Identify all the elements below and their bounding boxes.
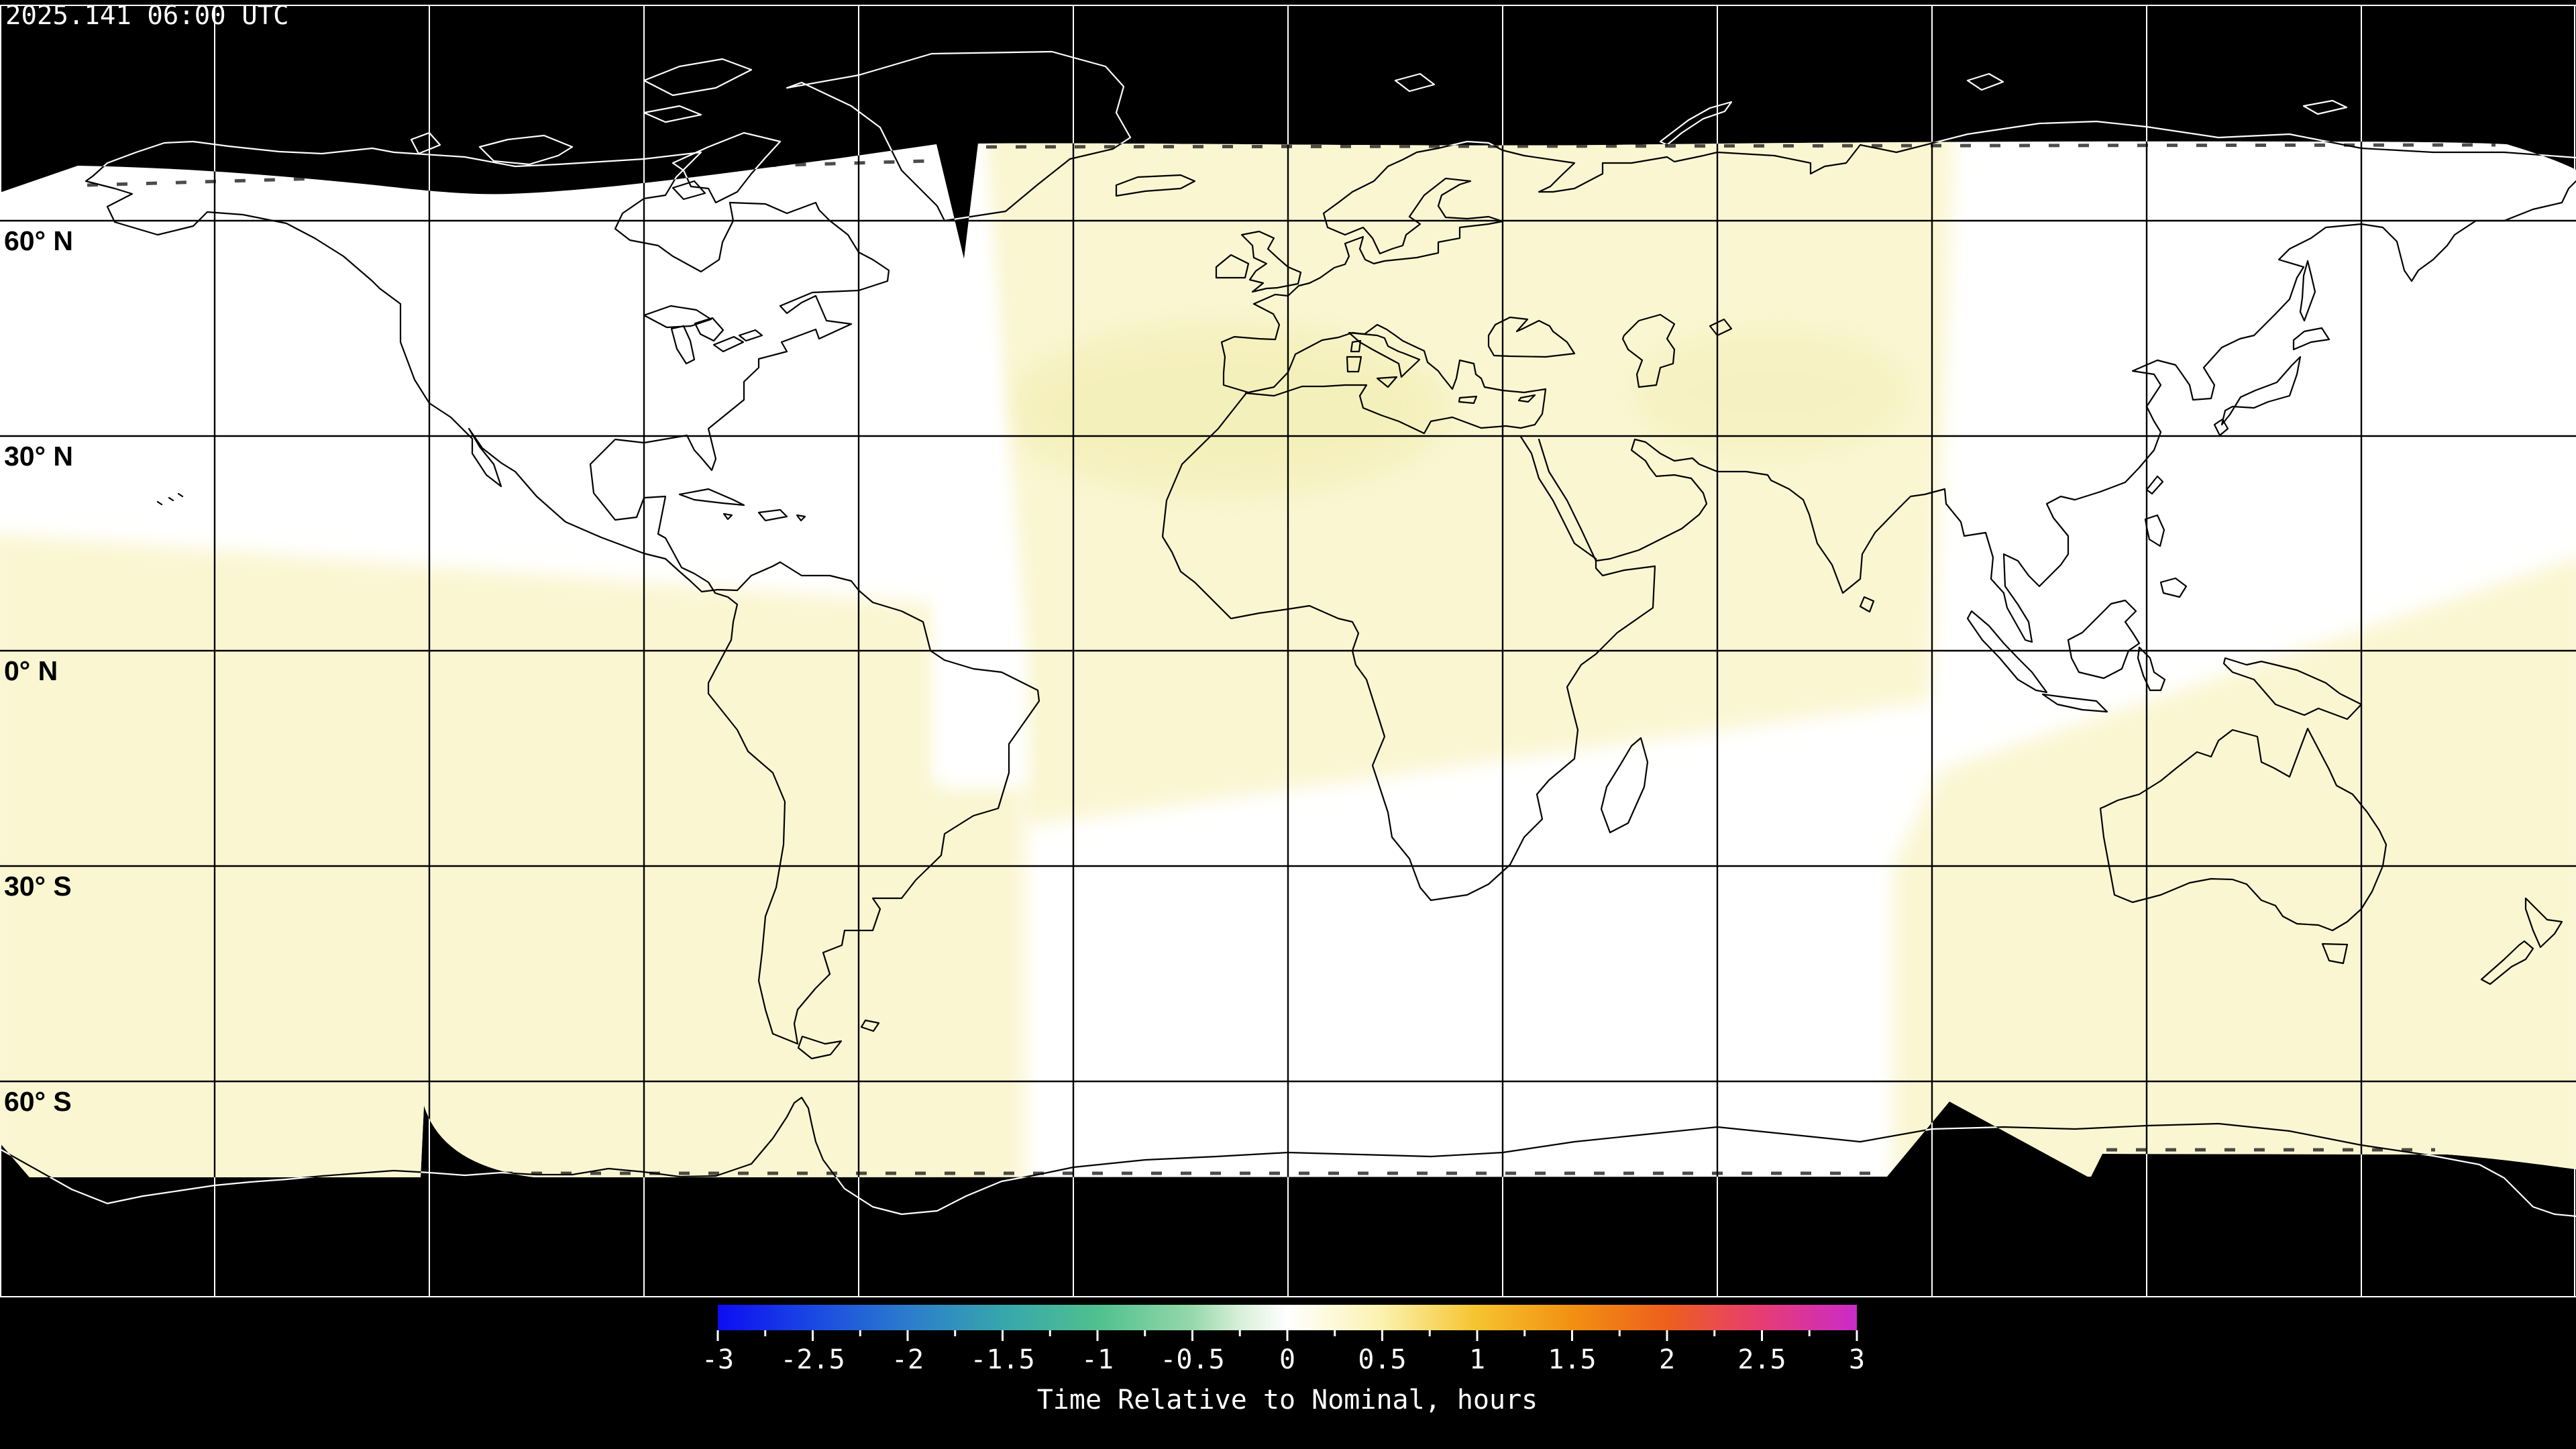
lat-label-0n: 0° N xyxy=(4,655,58,686)
colorbar-tick-label: 1.5 xyxy=(1548,1344,1596,1375)
timestamp-label: 2025.141 06:00 UTC xyxy=(5,1,289,31)
lat-label-60n: 60° N xyxy=(4,225,73,256)
colorbar-tick-label: -2 xyxy=(892,1344,924,1375)
late-band-north-center xyxy=(981,141,1953,826)
late-time-regions xyxy=(0,141,2576,1178)
lat-label-30n: 30° N xyxy=(4,441,73,472)
colorbar-tick-label: 0.5 xyxy=(1358,1344,1406,1375)
later-patch-central-asia xyxy=(1630,329,1912,456)
colorbar-caption: Time Relative to Nominal, hours xyxy=(1037,1385,1538,1415)
colorbar-tick-label: -1 xyxy=(1081,1344,1114,1375)
colorbar-tick-label: 0 xyxy=(1279,1344,1295,1375)
colorbar-tick-label: -3 xyxy=(702,1344,734,1375)
late-band-south-west xyxy=(0,533,1025,1178)
colorbar: -3 -2.5 -2 -1.5 -1 -0.5 0 0.5 1 1.5 2 2.5 3 Time Rel… xyxy=(702,1305,1865,1415)
colorbar-tick-labels: -3 -2.5 -2 -1.5 -1 -0.5 0 0.5 1 1.5 2 2.5 3 xyxy=(702,1344,1865,1375)
later-patch-mediterranean xyxy=(1006,325,1449,493)
lat-label-30s: 30° S xyxy=(4,871,72,902)
lat-label-60s: 60° S xyxy=(4,1086,72,1117)
colorbar-tick-label: -0.5 xyxy=(1160,1344,1224,1375)
colorbar-tick-label: -1.5 xyxy=(970,1344,1034,1375)
colorbar-tick-label: 3 xyxy=(1849,1344,1865,1375)
graticule-data xyxy=(0,141,2576,1178)
colorbar-tick-label: -2.5 xyxy=(780,1344,845,1375)
late-band-south-east xyxy=(1893,553,2576,1178)
colorbar-ramp xyxy=(718,1305,1857,1330)
colorbar-tick-label: 2 xyxy=(1659,1344,1675,1375)
colorbar-tick-label: 2.5 xyxy=(1737,1344,1786,1375)
colorbar-tick-label: 1 xyxy=(1469,1344,1485,1375)
colorbar-ticks xyxy=(716,1330,1858,1341)
data-coverage-region xyxy=(0,141,2576,1178)
nominal-sliver-band xyxy=(939,141,1028,785)
